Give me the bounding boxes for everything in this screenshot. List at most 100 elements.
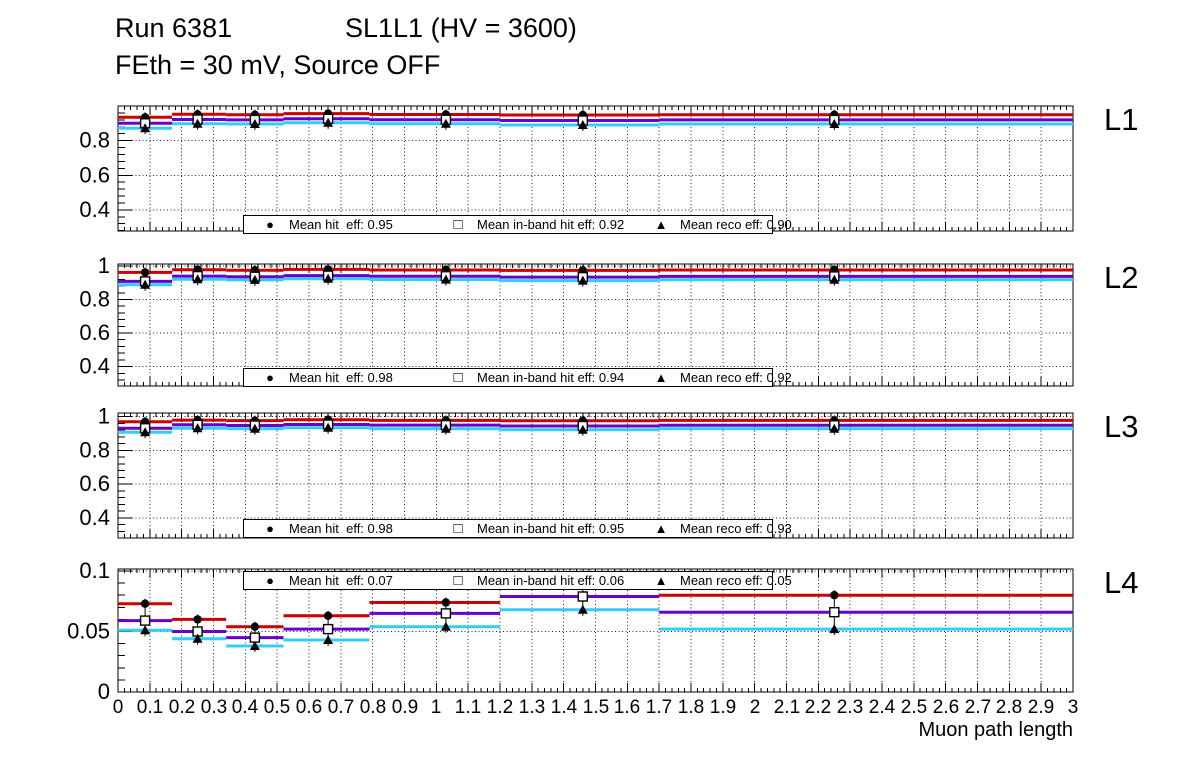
- svg-text:0.6: 0.6: [79, 471, 110, 496]
- reco-eff-marker: [192, 118, 203, 128]
- svg-text:1: 1: [98, 404, 110, 429]
- x-tick-label: 1.2: [486, 697, 514, 718]
- svg-text:0.4: 0.4: [79, 197, 110, 222]
- reco-eff-marker: [323, 422, 334, 432]
- reco-eff-marker: [192, 633, 203, 643]
- x-tick-label: 2.4: [868, 697, 896, 718]
- x-tick-label: 1.9: [709, 697, 737, 718]
- x-tick-label: 2.8: [995, 697, 1023, 718]
- hit-eff-marker: [323, 611, 333, 620]
- open-square-marker-icon: □: [453, 520, 463, 537]
- x-tick-label: 0.1: [136, 697, 164, 718]
- filled-circle-marker-icon: ●: [266, 370, 274, 385]
- legend-entry: □ Mean in-band hit eff: 0.92: [448, 216, 624, 233]
- x-tick-label: 2.7: [964, 697, 992, 718]
- filled-circle-marker-icon: ●: [266, 521, 274, 536]
- filled-triangle-marker-icon: ▲: [654, 521, 668, 536]
- legend-L2: ● Mean hit eff: 0.98 □ Mean in-band hit ef…: [243, 368, 792, 387]
- inband-eff-marker: [322, 623, 334, 635]
- legend-label: Mean in-band hit eff: 0.92: [477, 217, 625, 232]
- chamber-title: SL1L1 (HV = 3600): [345, 13, 577, 43]
- subtitle: FEth = 30 mV, Source OFF: [115, 50, 441, 80]
- x-tick-label: 0.5: [263, 697, 291, 718]
- reco-eff-marker: [140, 427, 151, 437]
- legend-L4: ● Mean hit eff: 0.07 □ Mean in-band hit ef…: [243, 571, 792, 590]
- legend-L3: ● Mean hit eff: 0.98 □ Mean in-band hit ef…: [243, 519, 792, 538]
- filled-circle-marker-icon: ●: [266, 217, 274, 232]
- legend-entry: ▲ Mean reco eff: 0.92: [651, 369, 792, 386]
- reco-eff-marker: [249, 274, 260, 284]
- x-tick-label: 0: [112, 697, 124, 718]
- svg-text:0.6: 0.6: [79, 162, 110, 187]
- filled-triangle-marker-icon: ▲: [654, 573, 668, 588]
- reco-eff-marker: [140, 625, 151, 635]
- x-tick-label: 0.2: [168, 697, 196, 718]
- open-square-marker-icon: □: [453, 572, 463, 589]
- filled-triangle-marker-icon: ▲: [654, 217, 668, 232]
- legend-entry: ● Mean hit eff: 0.98: [260, 520, 393, 537]
- reco-eff-marker: [192, 274, 203, 284]
- reco-eff-marker: [323, 273, 334, 283]
- x-tick-label: 2.5: [900, 697, 928, 718]
- legend-label: Mean hit eff: 0.98: [289, 370, 393, 385]
- legend-entry: ● Mean hit eff: 0.98: [260, 369, 393, 386]
- x-tick-label: 1.3: [518, 697, 546, 718]
- svg-text:0.05: 0.05: [67, 619, 110, 644]
- svg-text:0.8: 0.8: [79, 437, 110, 462]
- svg-text:0.8: 0.8: [79, 128, 110, 153]
- x-tick-label: 0.9: [391, 697, 419, 718]
- reco-eff-marker: [140, 279, 151, 289]
- x-tick-label: 1: [430, 697, 442, 718]
- reco-eff-marker: [440, 621, 451, 631]
- x-tick-label: 1.1: [454, 697, 482, 718]
- svg-text:0.1: 0.1: [79, 558, 110, 583]
- reco-eff-marker: [249, 423, 260, 433]
- panel-L2: 0.4 0.6 0.8 1: [79, 253, 1074, 387]
- legend-label: Mean hit eff: 0.98: [289, 521, 393, 536]
- open-square-marker-icon: □: [453, 369, 463, 386]
- x-tick-label: 0.8: [359, 697, 387, 718]
- inband-eff-marker: [139, 615, 151, 626]
- reco-eff-marker: [440, 118, 451, 128]
- reco-eff-marker: [323, 635, 334, 644]
- inband-eff-marker: [577, 591, 588, 602]
- x-tick-label: 0.4: [231, 697, 259, 718]
- legend-entry: ● Mean hit eff: 0.07: [260, 572, 393, 589]
- legend-entry: □ Mean in-band hit eff: 0.94: [448, 369, 624, 386]
- svg-text:0: 0: [98, 679, 110, 704]
- x-axis-title: Muon path length: [918, 719, 1073, 741]
- reco-eff-marker: [829, 423, 840, 433]
- svg-text:0.4: 0.4: [79, 505, 110, 530]
- legend-L1: ● Mean hit eff: 0.95 □ Mean in-band hit ef…: [243, 215, 792, 234]
- svg-text:1: 1: [98, 253, 110, 278]
- legend-label: Mean reco eff: 0.93: [680, 521, 792, 536]
- x-tick-label: 3: [1067, 697, 1079, 718]
- x-tick-label: 2.2: [804, 697, 832, 718]
- x-tick-label: 1.5: [582, 697, 610, 718]
- hit-eff-marker: [441, 598, 451, 607]
- legend-label: Mean hit eff: 0.95: [289, 217, 393, 232]
- run-title: Run 6381: [115, 13, 233, 43]
- x-tick-label: 0.7: [327, 697, 355, 718]
- x-tick-label: 2.6: [932, 697, 960, 718]
- svg-text:0.6: 0.6: [79, 320, 110, 345]
- hit-eff-marker: [140, 599, 150, 608]
- legend-entry: ▲ Mean reco eff: 0.05: [651, 572, 792, 589]
- open-square-marker-icon: □: [453, 216, 463, 233]
- legend-entry: ● Mean hit eff: 0.95: [260, 216, 393, 233]
- reco-eff-marker: [829, 274, 840, 284]
- x-tick-label: 2.1: [773, 697, 801, 718]
- x-tick-label: 2.3: [836, 697, 864, 718]
- reco-eff-marker: [440, 274, 451, 284]
- legend-entry: ▲ Mean reco eff: 0.93: [651, 520, 792, 537]
- reco-eff-marker: [249, 641, 260, 650]
- filled-circle-marker-icon: ●: [266, 573, 274, 588]
- inband-eff-marker: [829, 607, 840, 618]
- legend-entry: □ Mean in-band hit eff: 0.06: [448, 572, 624, 589]
- reco-eff-marker: [577, 424, 588, 434]
- legend-label: Mean in-band hit eff: 0.95: [477, 521, 625, 536]
- reco-eff-marker: [577, 120, 588, 129]
- x-tick-label: 0.6: [295, 697, 323, 718]
- inband-eff-marker: [440, 608, 452, 619]
